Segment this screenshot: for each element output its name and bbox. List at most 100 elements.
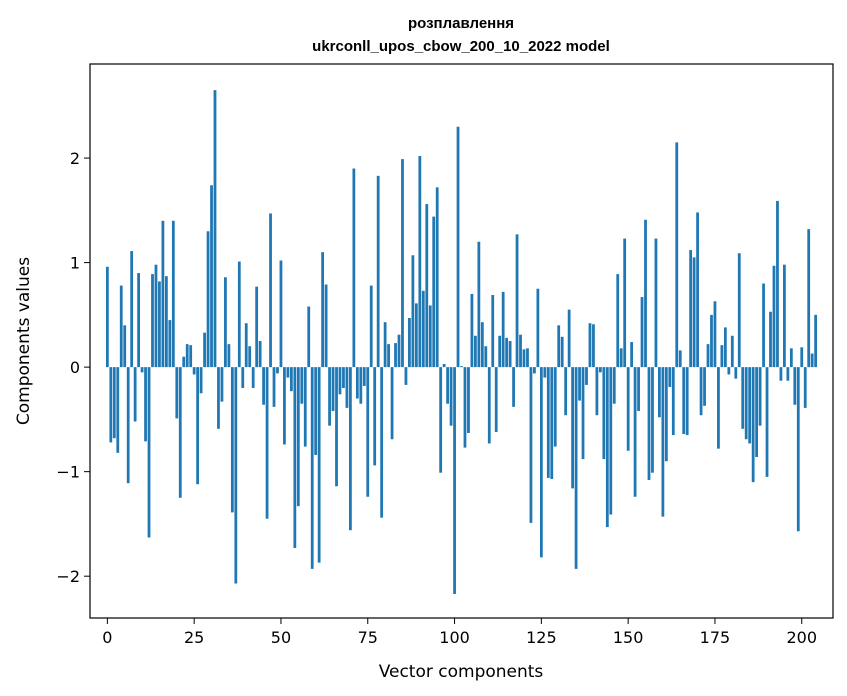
bar-component-34 [224,277,227,368]
y-axis-label: Components values [14,257,34,425]
x-tick-label: 75 [358,628,378,647]
chart-title-line1: розплавлення [408,15,514,32]
bar-component-22 [182,356,186,368]
bar-component-76 [369,285,373,368]
bar-component-83 [394,343,397,368]
bar-component-194 [779,367,783,381]
bar-component-58 [307,306,311,368]
bar-component-25 [192,367,196,375]
bar-component-104 [467,367,470,433]
bar-component-175 [713,301,717,368]
bar-component-47 [269,213,272,368]
bar-component-174 [710,314,713,368]
bar-component-93 [428,305,432,368]
bar-component-107 [477,241,481,368]
y-tick-label: −1 [56,463,80,482]
bar-component-123 [533,367,536,374]
x-tick-label: 50 [271,628,291,647]
y-tick-label: 0 [70,358,80,377]
bar-component-80 [383,322,387,368]
bar-component-171 [699,367,703,416]
bar-component-168 [689,250,693,368]
x-tick-label: 125 [526,628,557,647]
bar-component-48 [272,367,276,407]
bar-component-135 [574,367,578,569]
bar-component-49 [276,367,279,374]
bar-component-196 [786,367,790,381]
bar-component-179 [727,367,731,375]
x-tick-label: 150 [613,628,644,647]
x-tick-label: 25 [184,628,204,647]
bar-component-21 [178,367,182,498]
bar-component-36 [230,367,234,513]
bar-component-157 [651,367,654,473]
bar-component-138 [585,367,588,385]
bar-component-114 [501,291,505,368]
bar-component-143 [602,367,606,460]
bar-component-185 [748,367,752,444]
bar-component-204 [814,314,818,368]
bar-component-18 [168,320,172,368]
bar-component-6 [126,367,130,484]
bar-component-111 [491,295,495,368]
bar-component-84 [397,334,401,368]
bar-component-141 [595,367,599,416]
bar-component-128 [550,367,554,479]
bar-component-57 [303,367,307,447]
bar-component-52 [286,367,290,378]
bar-component-192 [772,265,776,368]
bar-component-12 [147,367,151,538]
bar-component-54 [293,367,297,548]
bar-component-193 [776,200,779,368]
bar-component-113 [498,335,502,368]
bar-component-129 [553,367,557,447]
bar-component-161 [664,367,668,462]
bar-component-112 [494,367,498,432]
bar-component-41 [248,346,252,368]
bar-component-198 [793,367,797,405]
bar-component-63 [324,284,328,368]
bar-component-20 [175,367,179,419]
bar-component-55 [296,367,300,507]
bar-component-199 [796,367,800,532]
bar-component-62 [321,252,325,368]
bar-component-202 [807,229,811,368]
bar-component-95 [435,187,439,368]
bar-component-124 [536,288,540,368]
bar-component-65 [331,367,335,412]
bar-component-72 [355,367,359,399]
bar-component-51 [283,367,286,445]
bar-component-50 [279,260,283,368]
bar-component-68 [342,367,345,389]
bar-component-37 [234,367,238,584]
bar-component-27 [199,367,203,394]
x-tick-label: 0 [102,628,112,647]
bar-component-131 [560,336,564,368]
bar-component-191 [769,311,772,368]
bar-component-96 [439,367,443,473]
bar-component-26 [196,367,200,485]
bar-component-24 [189,345,193,368]
bar-component-81 [387,344,390,368]
bar-component-1 [109,367,113,443]
bar-component-154 [640,297,644,368]
bar-component-117 [512,367,515,407]
bar-component-121 [526,348,529,368]
bar-component-74 [362,367,366,386]
bar-component-13 [151,274,154,368]
bar-component-77 [373,367,377,466]
bar-component-203 [810,353,814,368]
bar-component-69 [345,367,349,408]
bar-component-120 [522,349,526,368]
bar-component-153 [637,367,640,412]
bar-component-23 [185,344,189,368]
bar-component-173 [706,344,710,368]
bar-component-151 [630,342,634,368]
bar-component-184 [744,367,748,440]
bar-component-98 [446,367,449,404]
bar-component-71 [352,168,356,368]
bar-component-167 [685,367,689,436]
y-axis-ticks: −2 −1 0 1 2 [56,149,90,586]
bar-component-195 [783,264,786,368]
